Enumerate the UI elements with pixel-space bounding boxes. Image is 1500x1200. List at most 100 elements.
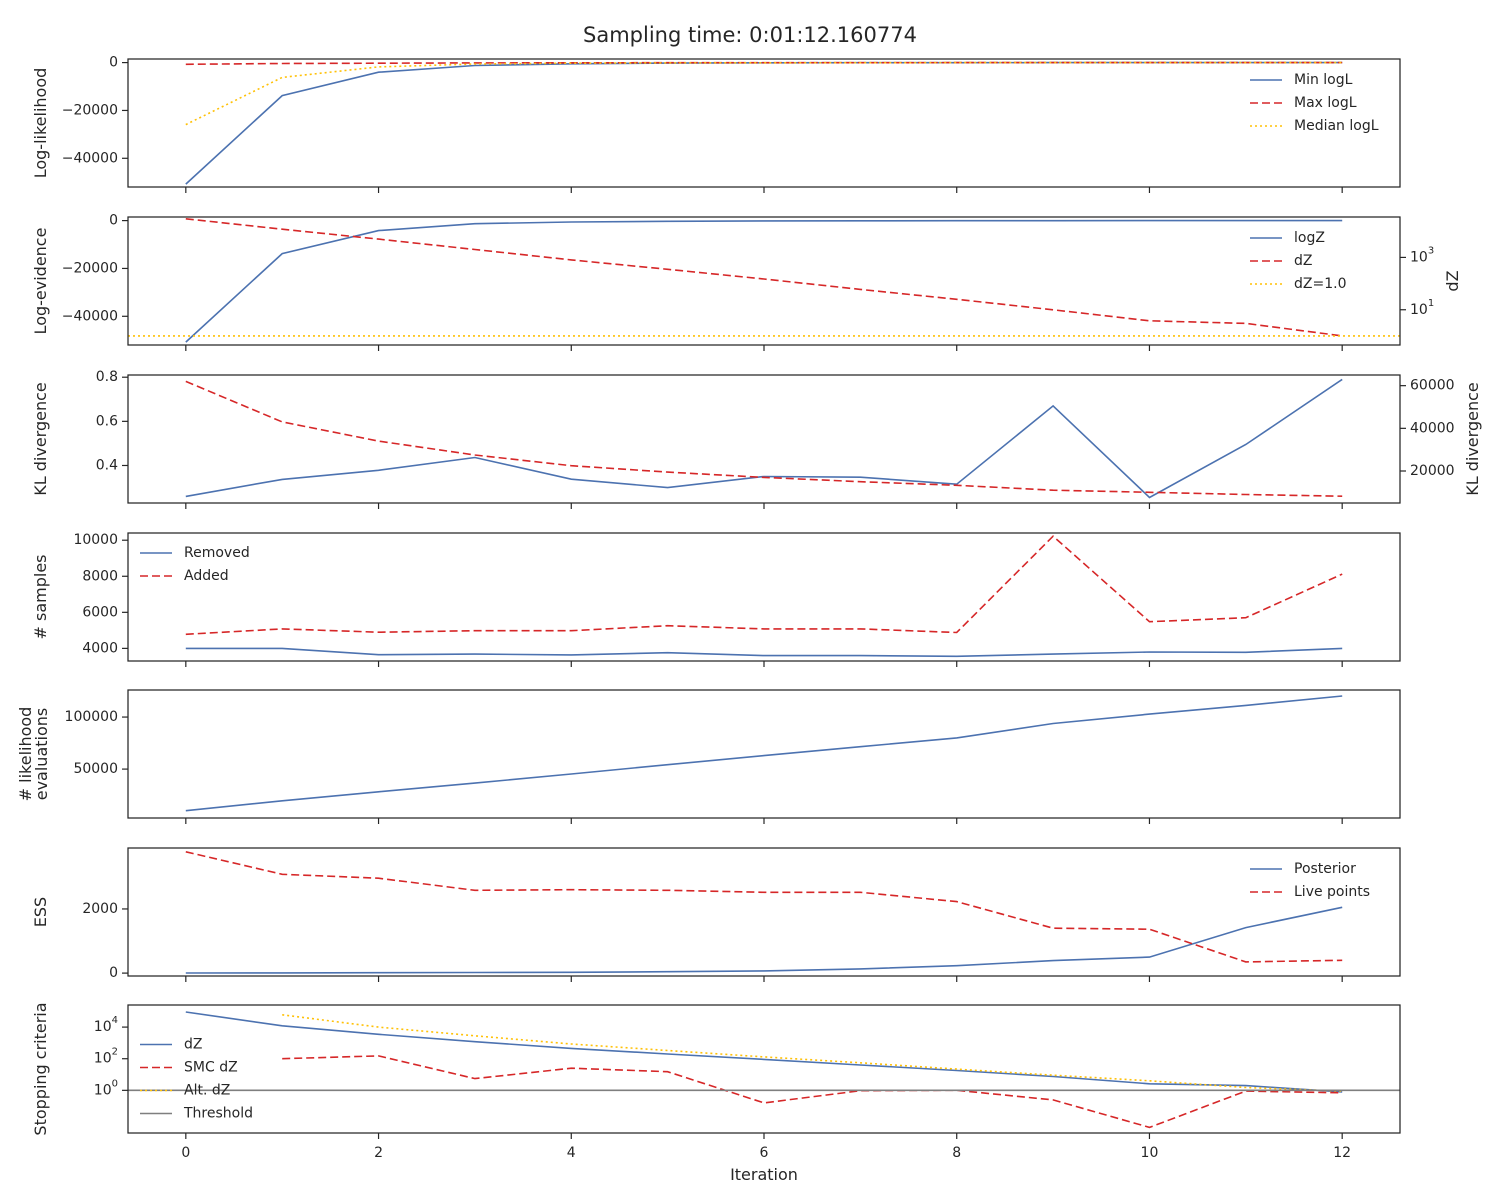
legend-label-Posterior: Posterior: [1294, 861, 1356, 877]
series-line-0-line: [185, 695, 1343, 812]
y2-tick-label-exponent: 1: [1428, 298, 1434, 309]
y-tick-label: 104: [94, 1015, 118, 1035]
y-axis-label-line-2: evaluations: [32, 708, 51, 801]
y-tick-label: 0.8: [96, 369, 118, 385]
y-tick-label: −40000: [62, 150, 118, 166]
y2-axis-label: dZ: [1443, 270, 1462, 291]
y-tick-label: 50000: [73, 761, 118, 777]
series-dZ-line: [185, 218, 1343, 337]
series-Live points-line: [185, 851, 1343, 963]
plot-frame: [127, 374, 1401, 504]
series-dZ-line: [185, 1011, 1343, 1093]
y-axis-label: KL divergence: [31, 382, 50, 495]
plot-area: [185, 851, 1343, 974]
y-tick-label: 0.6: [96, 413, 118, 429]
series-logZ-line: [185, 219, 1343, 343]
y-tick-label-exponent: 2: [112, 1047, 118, 1058]
legend: logZ dZ dZ=1.0: [1250, 230, 1346, 292]
y2-tick-label: 40000: [1410, 420, 1455, 436]
panel-samples: 4000 6000 8000 10000 # samples Removed Added: [31, 532, 1401, 667]
legend-label-SMC dZ: SMC dZ: [184, 1060, 238, 1076]
y-tick-label: 102: [94, 1047, 118, 1067]
plot-frame: [127, 532, 1401, 662]
legend-label-Threshold: Threshold: [183, 1106, 253, 1122]
legend-label-logZ: logZ: [1294, 230, 1325, 246]
y-tick-label: 0: [109, 213, 118, 229]
legend-label-Live points: Live points: [1294, 884, 1370, 900]
legend: Posterior Live points: [1250, 861, 1370, 900]
y-tick-label: −40000: [62, 308, 118, 324]
y-tick-label: 4000: [82, 640, 118, 656]
x-axis-label: Iteration: [730, 1165, 798, 1184]
legend-label-Added: Added: [184, 568, 229, 584]
y-axis-label: Log-likelihood: [31, 68, 50, 179]
legend-label-dZ=1.0: dZ=1.0: [1294, 276, 1346, 292]
y-tick-label: 0.4: [96, 457, 118, 473]
plot-area: [128, 218, 1400, 343]
panel-kl-divergence: 0.4 0.6 0.8 20000 40000 60000 KL divergence KL …: [31, 369, 1482, 509]
legend: Removed Added: [140, 545, 250, 584]
y-tick-label: 100: [94, 1078, 118, 1098]
y-tick-label: 2000: [82, 901, 118, 917]
y-tick-label: −20000: [62, 102, 118, 118]
legend: dZ SMC dZ Alt. dZ Threshold: [140, 1037, 253, 1122]
y-tick-label: 0: [109, 55, 118, 71]
panel-stopping-criteria: 0 2 4 6 8 10 12 100 102 104 Stopping criteria dZ SMC…: [31, 1002, 1401, 1161]
x-tick-label: 2: [374, 1145, 383, 1161]
y-tick-label: −20000: [62, 260, 118, 276]
series-Posterior-line: [185, 906, 1343, 974]
panel-log-likelihood: 0 −20000 −40000 Log-likelihood Min logL Max l…: [31, 55, 1401, 193]
y-tick-label: 10000: [73, 532, 118, 548]
plot-frame: [127, 58, 1401, 188]
panels: 0 −20000 −40000 Log-likelihood Min logL Max l…: [16, 55, 1482, 1161]
series-line-0-line: [185, 378, 1343, 499]
x-tick-label: 6: [760, 1145, 769, 1161]
y2-axis-label: KL divergence: [1463, 382, 1482, 495]
plot-frame: [127, 847, 1401, 977]
legend-label-Min logL: Min logL: [1294, 72, 1353, 88]
x-tick-label: 0: [181, 1145, 190, 1161]
y-axis-label: # likelihood: [16, 707, 35, 802]
legend-label-Median logL: Median logL: [1294, 118, 1379, 134]
series-Median logL-line: [185, 61, 1343, 126]
legend-label-dZ: dZ: [1294, 253, 1312, 269]
plot-frame: [127, 216, 1401, 346]
y-tick-label: 0: [109, 965, 118, 981]
legend-label-dZ: dZ: [184, 1037, 202, 1053]
legend-label-Max logL: Max logL: [1294, 95, 1357, 111]
series-line-1-line: [185, 380, 1343, 497]
series-Min logL-line: [185, 61, 1343, 185]
x-tick-label: 8: [952, 1145, 961, 1161]
y2-tick-label: 60000: [1410, 378, 1455, 394]
legend-label-Removed: Removed: [184, 545, 250, 561]
y-axis-label: Stopping criteria: [31, 1002, 50, 1135]
plot-area: [185, 378, 1343, 499]
plot-area: [185, 61, 1343, 185]
plot-area: [185, 695, 1343, 812]
y2-tick-label: 20000: [1410, 463, 1455, 479]
x-tick-label: 4: [567, 1145, 576, 1161]
y-tick-label: 6000: [82, 604, 118, 620]
y2-tick-label: 101: [1410, 298, 1434, 318]
series-Alt. dZ-line: [282, 1014, 1343, 1092]
x-tick-label: 10: [1141, 1145, 1159, 1161]
plot-area: [128, 1011, 1400, 1129]
y-axis-label: ESS: [31, 897, 50, 927]
y2-tick-label: 103: [1410, 245, 1434, 265]
y-axis-label: Log-evidence: [31, 228, 50, 335]
legend: Min logL Max logL Median logL: [1250, 72, 1379, 134]
y-tick-label: 8000: [82, 568, 118, 584]
panel-ess: 0 2000 ESS Posterior Live points: [31, 847, 1401, 982]
plot-frame: [127, 1004, 1401, 1134]
panel-log-evidence: 0 −20000 −40000 103 101 Log-evidence dZ logZ dZ d…: [31, 213, 1462, 351]
series-Added-line: [185, 535, 1343, 636]
figure-title: Sampling time: 0:01:12.160774: [583, 23, 917, 47]
legend-label-Alt. dZ: Alt. dZ: [184, 1083, 230, 1099]
y-tick-label-exponent: 4: [112, 1015, 118, 1026]
y-axis-label: # samples: [31, 555, 50, 640]
y2-tick-label-exponent: 3: [1428, 245, 1434, 256]
y-tick-label: 100000: [65, 709, 118, 725]
series-Removed-line: [185, 647, 1343, 658]
